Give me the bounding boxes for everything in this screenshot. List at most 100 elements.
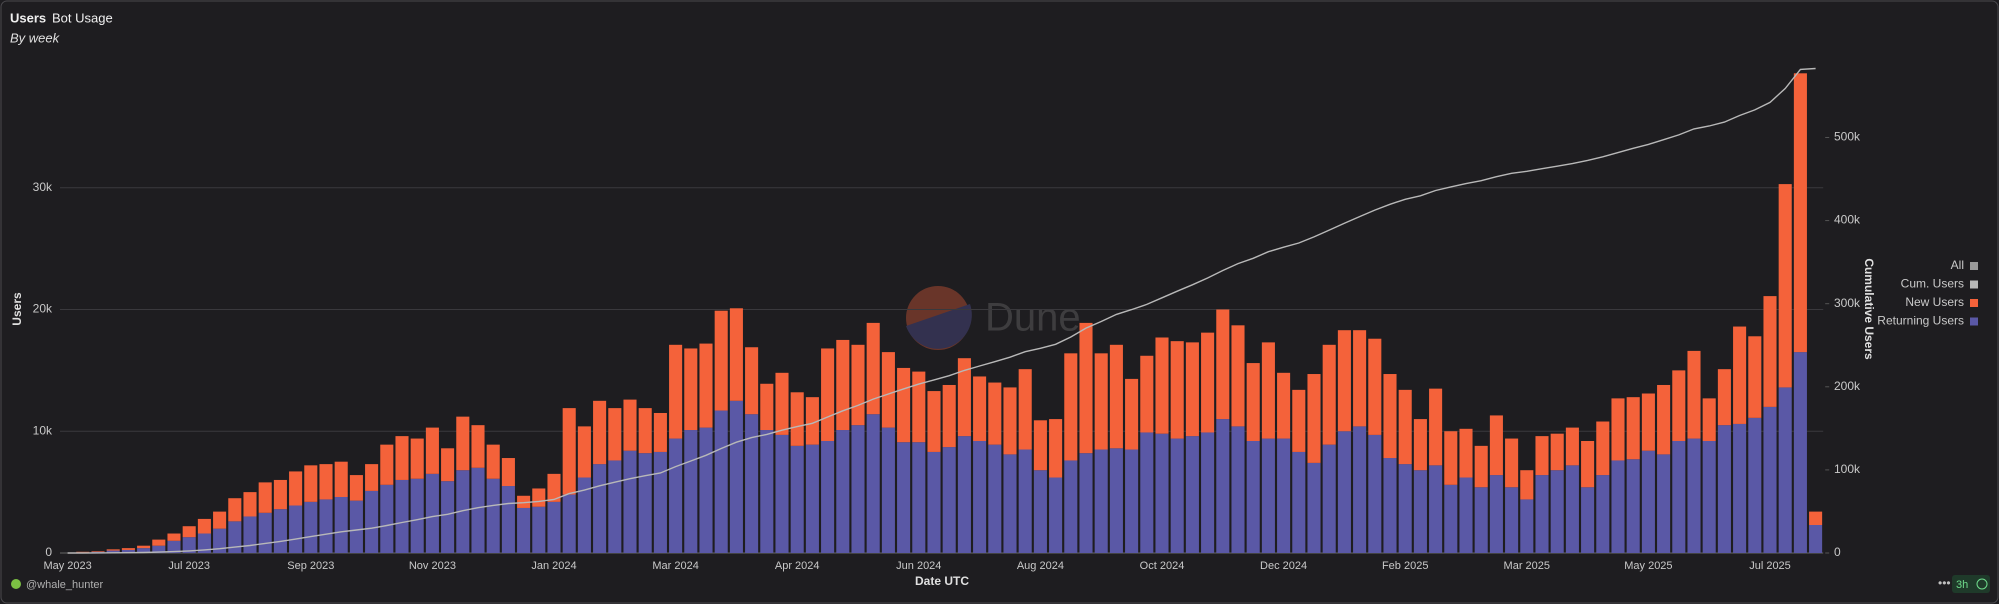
bar-segment (501, 458, 515, 487)
bar-segment (121, 549, 135, 553)
bar-segment (623, 450, 637, 553)
bar-segment (410, 478, 424, 553)
y2-tick-label: 100k (1834, 462, 1861, 476)
x-tick-label: Jan 2024 (531, 560, 576, 572)
legend-swatch (1970, 299, 1978, 307)
more-menu[interactable]: ••• (1938, 576, 1951, 590)
bar-segment (167, 533, 181, 541)
bar-segment (973, 376, 987, 441)
bar-segment (319, 499, 333, 553)
bar-segment (152, 545, 166, 553)
bar-segment (1185, 436, 1199, 553)
bar-segment (1216, 419, 1230, 553)
bar-segment (486, 444, 500, 479)
bar-segment (182, 537, 196, 553)
x-tick-label: Aug 2024 (1017, 560, 1064, 572)
bar-segment (365, 490, 379, 553)
bar-segment (912, 442, 926, 553)
bar-segment (380, 484, 394, 553)
bar-segment (638, 408, 652, 454)
bar-segment (304, 501, 318, 553)
bar-segment (1398, 464, 1412, 553)
y2-tick-label: 500k (1834, 130, 1861, 144)
bar-segment (1793, 352, 1807, 553)
refresh: 3h (1956, 579, 1968, 591)
bar-segment (942, 447, 956, 553)
y2-tick-label: 0 (1834, 545, 1841, 559)
bar-segment (790, 392, 804, 446)
bar-segment (1231, 325, 1245, 427)
bar-segment (1003, 454, 1017, 553)
bar-segment (228, 498, 242, 522)
bar-segment (821, 348, 835, 441)
bar-segment (243, 516, 257, 553)
y-tick-label: 0 (45, 545, 52, 559)
y-tick-label: 20k (33, 302, 53, 316)
bar-segment (1748, 417, 1762, 553)
bar-segment (1459, 477, 1473, 553)
bar-segment (593, 400, 607, 465)
bar-segment (1322, 344, 1336, 445)
bar-segment (1596, 421, 1610, 476)
bar-segment (349, 475, 363, 501)
legend-swatch (1970, 262, 1978, 270)
bar-segment (486, 478, 500, 553)
x-tick-label: Jul 2025 (1749, 560, 1791, 572)
bar-segment (1003, 387, 1017, 455)
bar-segment (1489, 415, 1503, 476)
bar-segment (1520, 470, 1534, 500)
bar-segment (456, 470, 470, 553)
bar-segment (1657, 454, 1671, 553)
x-tick-label: Sep 2023 (287, 560, 334, 572)
tab[interactable]: Bot Usage (52, 10, 113, 25)
bar-segment (1733, 423, 1747, 553)
bar-segment (1307, 374, 1321, 463)
bar-segment (851, 425, 865, 553)
line (67, 67, 1816, 554)
bar-segment (304, 465, 318, 502)
bar-segment (1429, 388, 1443, 466)
watermark: Dune (906, 286, 1081, 350)
y-axis-label: Users (10, 292, 24, 326)
bar-segment (1337, 431, 1351, 553)
bar-segment (289, 505, 303, 553)
bar-segment (532, 488, 546, 507)
bar-segment (623, 399, 637, 451)
bar-segment (866, 322, 880, 415)
bar-segment (729, 308, 743, 401)
bar-segment (517, 495, 531, 508)
bar-segment (1261, 438, 1275, 553)
bar-segment (1702, 440, 1716, 553)
author[interactable]: @whale_hunter (26, 579, 104, 591)
bar-segment (334, 496, 348, 553)
legend-label: Cum. Users (1901, 277, 1964, 291)
bar-segment (821, 440, 835, 553)
x-tick-label: Feb 2025 (1382, 560, 1428, 572)
bar-segment (927, 391, 941, 452)
bar-segment (608, 408, 622, 461)
bar-segment (1626, 397, 1640, 460)
x-tick-label: Oct 2024 (1140, 560, 1185, 572)
bar-segment (228, 521, 242, 553)
bar-segment (258, 512, 272, 553)
bar-segment (988, 444, 1002, 553)
bar-segment (1550, 433, 1564, 471)
bar-segment (1140, 355, 1154, 433)
bar-segment (927, 451, 941, 553)
legend-label: All (1951, 258, 1964, 272)
bar-segment (684, 430, 698, 553)
bar-segment (1337, 330, 1351, 432)
bar-segment (805, 397, 819, 445)
grid (60, 187, 1824, 432)
bar-segment (1505, 438, 1519, 488)
bar-segment (1307, 462, 1321, 553)
bar-segment (638, 453, 652, 553)
bar-segment (1033, 470, 1047, 553)
bar-segment (912, 371, 926, 443)
bar-segment (1641, 450, 1655, 553)
bar-segment (1079, 322, 1093, 454)
bar-segment (1094, 353, 1108, 450)
bar-segment (273, 479, 287, 510)
bar-segment (106, 550, 120, 553)
